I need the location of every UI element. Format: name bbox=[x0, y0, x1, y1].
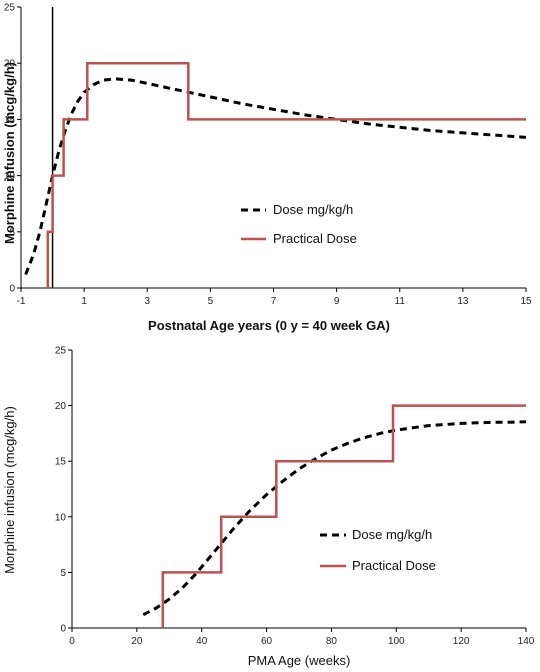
chart-1-axes bbox=[17, 6, 527, 292]
chart-1-x-tick-label: 9 bbox=[334, 296, 340, 307]
chart-1-y-tick-label: 5 bbox=[9, 227, 15, 238]
chart-2-legend-label-practical: Practical Dose bbox=[352, 558, 436, 573]
chart-2-x-tick-label: 0 bbox=[69, 636, 75, 647]
chart-2-x-tick-label: 120 bbox=[453, 636, 470, 647]
chart-1-x-tick-label: 15 bbox=[520, 296, 532, 307]
chart-2-series-dose-line bbox=[142, 420, 527, 617]
chart-1-series bbox=[24, 61, 527, 288]
chart-2-series bbox=[142, 404, 527, 628]
chart-1-legend: Dose mg/kg/h Practical Dose bbox=[241, 202, 357, 246]
chart-2-x-tick-label: 140 bbox=[518, 636, 535, 647]
chart-1-legend-label-dose: Dose mg/kg/h bbox=[273, 202, 353, 217]
chart-2-y-tick-label: 5 bbox=[60, 568, 66, 579]
chart-1-y-tick-label: 20 bbox=[4, 59, 16, 70]
chart-2: 0 5 10 15 20 25 0 20 40 60 80 100 120 140 Morphine in… bbox=[2, 346, 535, 669]
chart-1-x-tick-label: 5 bbox=[208, 296, 214, 307]
chart-1-x-axis-title: Postnatal Age years (0 y = 40 week GA) bbox=[148, 318, 390, 333]
chart-2-series-practical-dose-line bbox=[161, 404, 526, 628]
chart-2-y-tick-label: 15 bbox=[55, 457, 67, 468]
chart-2-y-tick-label: 20 bbox=[55, 401, 67, 412]
chart-2-y-tick-label: 10 bbox=[55, 512, 67, 523]
chart-1-x-tick-label: 13 bbox=[457, 296, 469, 307]
chart-1-y-tick-label: 15 bbox=[4, 115, 16, 126]
chart-1-y-tick-label: 25 bbox=[4, 3, 16, 14]
chart-1-y-axis-title: Morphine infusion (mcg/kg/h) bbox=[2, 62, 17, 244]
chart-1-x-tick-label: 11 bbox=[395, 296, 406, 307]
chart-2-x-tick-label: 40 bbox=[196, 636, 208, 647]
chart-1-x-tick-label: 7 bbox=[271, 296, 277, 307]
chart-1-x-tick-label: 1 bbox=[81, 296, 87, 307]
chart-2-tick-labels: 0 5 10 15 20 25 0 20 40 60 80 100 120 140 bbox=[55, 346, 535, 648]
chart-1-y-tick-label: 10 bbox=[4, 171, 16, 182]
chart-1-series-practical-dose-line bbox=[46, 61, 526, 288]
chart-2-legend: Dose mg/kg/h Practical Dose bbox=[320, 527, 436, 573]
chart-1-x-tick-label: 3 bbox=[144, 296, 150, 307]
chart-2-x-tick-label: 20 bbox=[131, 636, 143, 647]
chart-2-legend-label-dose: Dose mg/kg/h bbox=[352, 527, 432, 542]
chart-2-x-axis-title: PMA Age (weeks) bbox=[248, 653, 351, 668]
chart-2-y-tick-label: 0 bbox=[60, 624, 66, 635]
chart-1-legend-label-practical: Practical Dose bbox=[273, 231, 357, 246]
chart-2-x-tick-label: 60 bbox=[261, 636, 273, 647]
chart-2-y-axis-title: Morphine infusion (mcg/kg/h) bbox=[2, 406, 17, 574]
chart-2-x-tick-label: 80 bbox=[326, 636, 338, 647]
chart-2-axes bbox=[68, 349, 527, 632]
chart-1-x-tick-label: -1 bbox=[17, 296, 26, 307]
chart-2-y-tick-label: 25 bbox=[55, 346, 67, 357]
chart-2-x-tick-label: 100 bbox=[388, 636, 405, 647]
chart-1-y-tick-label: 0 bbox=[9, 284, 15, 295]
